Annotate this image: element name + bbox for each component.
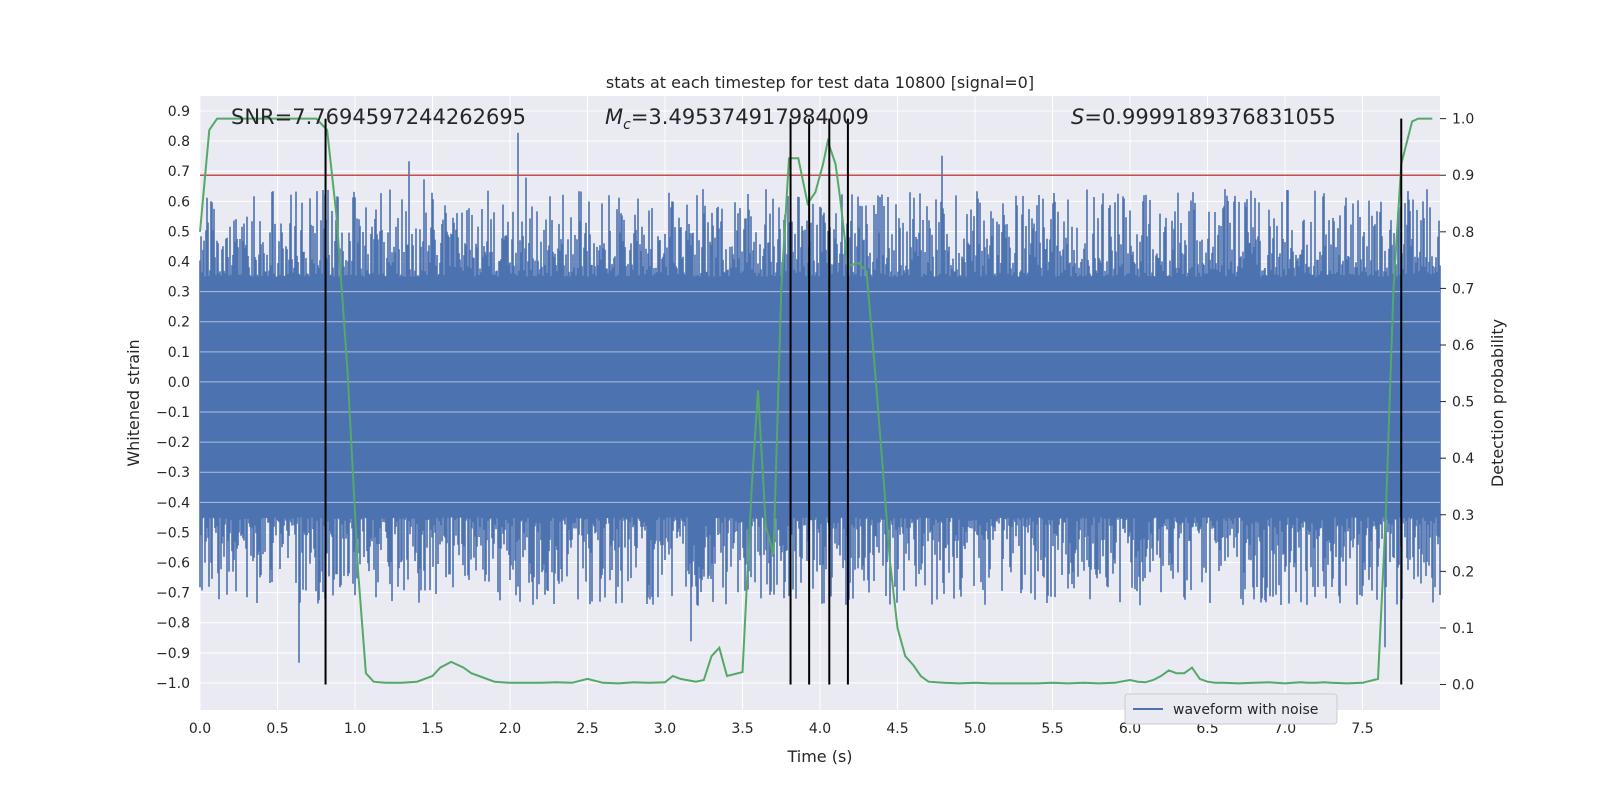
y-tick-label: −0.9 [156,646,190,662]
y2-tick-labels: 1.0 0.9 0.8 0.7 0.6 0.5 0.4 0.3 0.2 0.1 0.0 [1440,112,1474,694]
y2-tick-label: 0.9 [1452,168,1474,184]
y-tick-label: −0.4 [156,495,190,511]
legend-box [1124,693,1338,725]
legend-label: waveform with noise [1173,702,1318,718]
x-tick-label: 2.0 [499,721,521,737]
x-tick-label: 1.0 [344,721,366,737]
y-tick-label: 0.8 [168,134,190,150]
y2-tick-label: 0.0 [1452,678,1474,694]
y2-tick-label: 1.0 [1452,112,1474,128]
x-tick-label: 0.0 [189,721,211,737]
y2-tick-label: 0.2 [1452,564,1474,580]
y-tick-label: 0.1 [168,345,190,361]
y2-tick-label: 0.6 [1452,338,1474,354]
y-tick-label: −0.2 [156,435,190,451]
y-tick-label: −0.5 [156,525,190,541]
significance-symbol: S [1071,105,1084,129]
x-tick-label: 2.5 [576,721,598,737]
x-tick-label: 7.5 [1351,721,1373,737]
chart-title: stats at each timestep for test data 108… [606,73,1034,92]
y-axis-label: Whitened strain [124,339,143,466]
y-tick-label: −0.6 [156,556,190,572]
y-tick-label: 0.5 [168,224,190,240]
y2-tick-label: 0.1 [1452,621,1474,637]
x-tick-label: 0.5 [266,721,288,737]
y2-tick-label: 0.4 [1452,451,1474,467]
x-tick-label: 3.0 [654,721,676,737]
x-tick-label: 5.5 [1041,721,1063,737]
y-tick-label: 0.7 [168,164,190,180]
x-tick-label: 7.0 [1274,721,1296,737]
x-tick-label: 6.0 [1119,721,1141,737]
chirp-mass-annotation: Mc=3.495374917984009 [605,105,869,133]
chirp-mass-value: =3.495374917984009 [631,105,869,129]
y-tick-label: 0.0 [168,375,190,391]
snr-annotation: SNR=7.7694597244262695 [231,105,526,129]
y-tick-label: 0.2 [168,315,190,331]
chirp-mass-subscript: c [623,117,631,133]
x-tick-label: 1.5 [421,721,443,737]
chirp-mass-symbol: M [605,105,623,129]
legend: waveform with noise [1124,693,1338,725]
y-tick-label: 0.9 [168,104,190,120]
x-axis-label: Time (s) [786,747,852,766]
y2-tick-label: 0.5 [1452,395,1474,411]
x-tick-labels: 0.0 0.5 1.0 1.5 2.0 2.5 3.0 3.5 4.0 4.5 5.0 5.5 6.0 6… [189,721,1374,737]
x-tick-label: 4.0 [809,721,831,737]
significance-annotation: S=0.9999189376831055 [1071,105,1336,129]
x-tick-label: 3.5 [731,721,753,737]
y2-tick-label: 0.8 [1452,225,1474,241]
waveform-core [200,276,1440,518]
y-tick-label: 0.3 [168,285,190,301]
y-tick-label: −0.8 [156,616,190,632]
detection-markers [324,118,1403,685]
y-tick-label: 0.6 [168,194,190,210]
y-tick-label: −0.7 [156,586,190,602]
y2-tick-label: 0.7 [1452,281,1474,297]
y2-axis-label: Detection probability [1488,319,1507,487]
y-tick-label: −0.3 [156,465,190,481]
y-tick-label: −1.0 [156,676,190,692]
x-tick-label: 4.5 [886,721,908,737]
significance-value: =0.9999189376831055 [1084,105,1335,129]
y-tick-label: −0.1 [156,405,190,421]
x-tick-label: 5.0 [964,721,986,737]
y2-tick-label: 0.3 [1452,508,1474,524]
waveform-series [199,132,1441,663]
x-tick-label: 6.5 [1196,721,1218,737]
y-tick-label: 0.4 [168,255,190,271]
y-tick-labels: 0.9 0.8 0.7 0.6 0.5 0.4 0.3 0.2 0.1 0.0 −0.1 −0.2 −0… [156,104,190,692]
